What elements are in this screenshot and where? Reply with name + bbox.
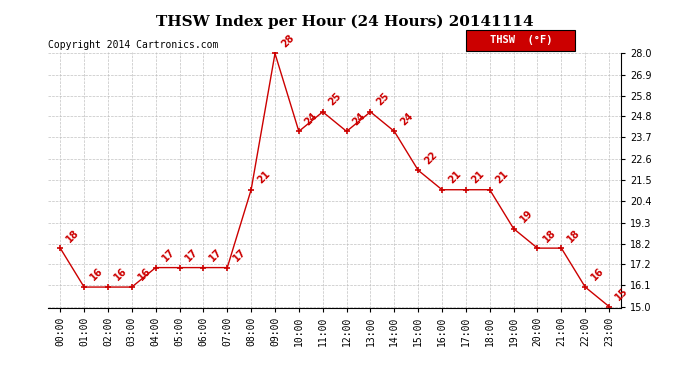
Text: 19: 19 [518,208,534,225]
Text: 16: 16 [136,266,152,283]
Text: 24: 24 [398,111,415,127]
Text: 17: 17 [231,247,248,263]
Text: 16: 16 [112,266,129,283]
Text: 21: 21 [255,169,272,186]
Text: THSW Index per Hour (24 Hours) 20141114: THSW Index per Hour (24 Hours) 20141114 [156,15,534,29]
Text: 17: 17 [208,247,224,263]
Text: THSW  (°F): THSW (°F) [489,35,552,45]
Text: 25: 25 [375,91,391,108]
Text: 21: 21 [470,169,486,186]
Text: 18: 18 [542,227,558,244]
Text: 15: 15 [613,286,630,302]
Text: 22: 22 [422,150,439,166]
Text: 24: 24 [351,111,367,127]
Text: 18: 18 [64,227,81,244]
Text: 17: 17 [160,247,177,263]
Text: 21: 21 [446,169,463,186]
Text: 25: 25 [327,91,344,108]
Text: 24: 24 [303,111,319,127]
Text: 18: 18 [566,227,582,244]
Text: 28: 28 [279,33,296,49]
Text: 16: 16 [88,266,105,283]
Text: 17: 17 [184,247,200,263]
Text: Copyright 2014 Cartronics.com: Copyright 2014 Cartronics.com [48,40,219,50]
FancyBboxPatch shape [466,30,575,51]
Text: 16: 16 [589,266,606,283]
Text: 21: 21 [494,169,511,186]
